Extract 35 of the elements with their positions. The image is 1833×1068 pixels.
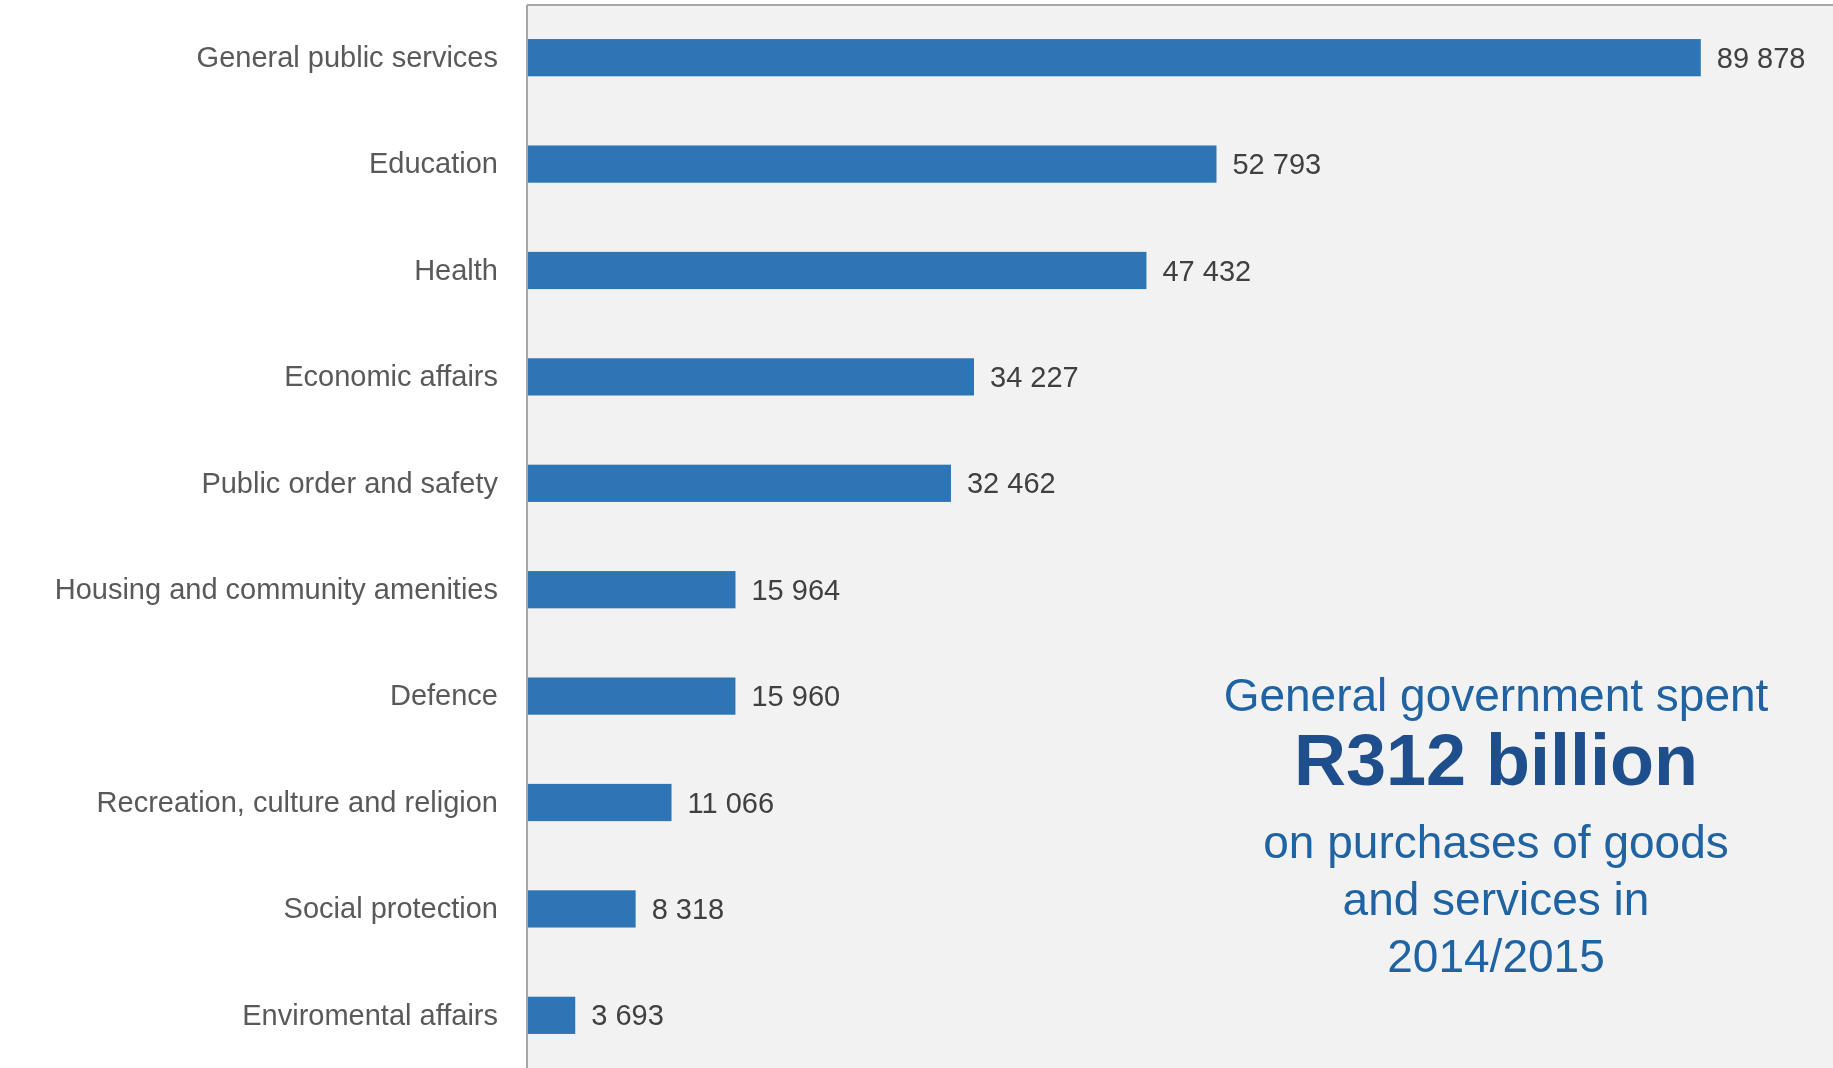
y-tick-label: Enviromental affairs [242,998,498,1031]
annotation: R312 billion [1293,720,1699,800]
data-label: 15 964 [751,573,841,606]
y-tick-label: Economic affairs [284,360,498,393]
bar [527,251,1147,290]
data-label: 11 066 [687,786,775,819]
y-tick-label: Education [369,147,498,180]
y-tick-label: General public services [196,40,498,73]
data-label: 8 318 [651,893,725,926]
y-tick-label: Recreation, culture and religion [96,785,498,818]
bar [527,571,736,609]
annotation: and services in [1342,873,1650,925]
bar [527,39,1701,77]
data-label: 3 693 [591,999,664,1032]
annotation: 2014/2015 [1387,930,1605,982]
data-label: 52 793 [1232,148,1322,181]
bar [527,996,576,1034]
y-tick-label: Health [414,253,498,286]
bar [527,358,975,396]
data-label: 34 227 [990,361,1079,394]
y-tick-label: Housing and community amenities [54,572,498,605]
annotation: on purchases of goods [1263,816,1729,868]
data-label: 47 432 [1162,254,1252,287]
bar [527,145,1217,183]
data-label: 15 960 [751,680,841,713]
bar [527,890,636,928]
data-label: 89 878 [1716,41,1806,74]
y-tick-label: Social protection [283,892,498,925]
bar [527,677,736,715]
annotation: General government spent [1223,669,1769,721]
data-label: 32 462 [966,467,1056,500]
bar [527,783,672,822]
y-tick-label: Defence [389,679,498,712]
bar [527,464,951,502]
y-tick-label: Public order and safety [201,466,499,499]
